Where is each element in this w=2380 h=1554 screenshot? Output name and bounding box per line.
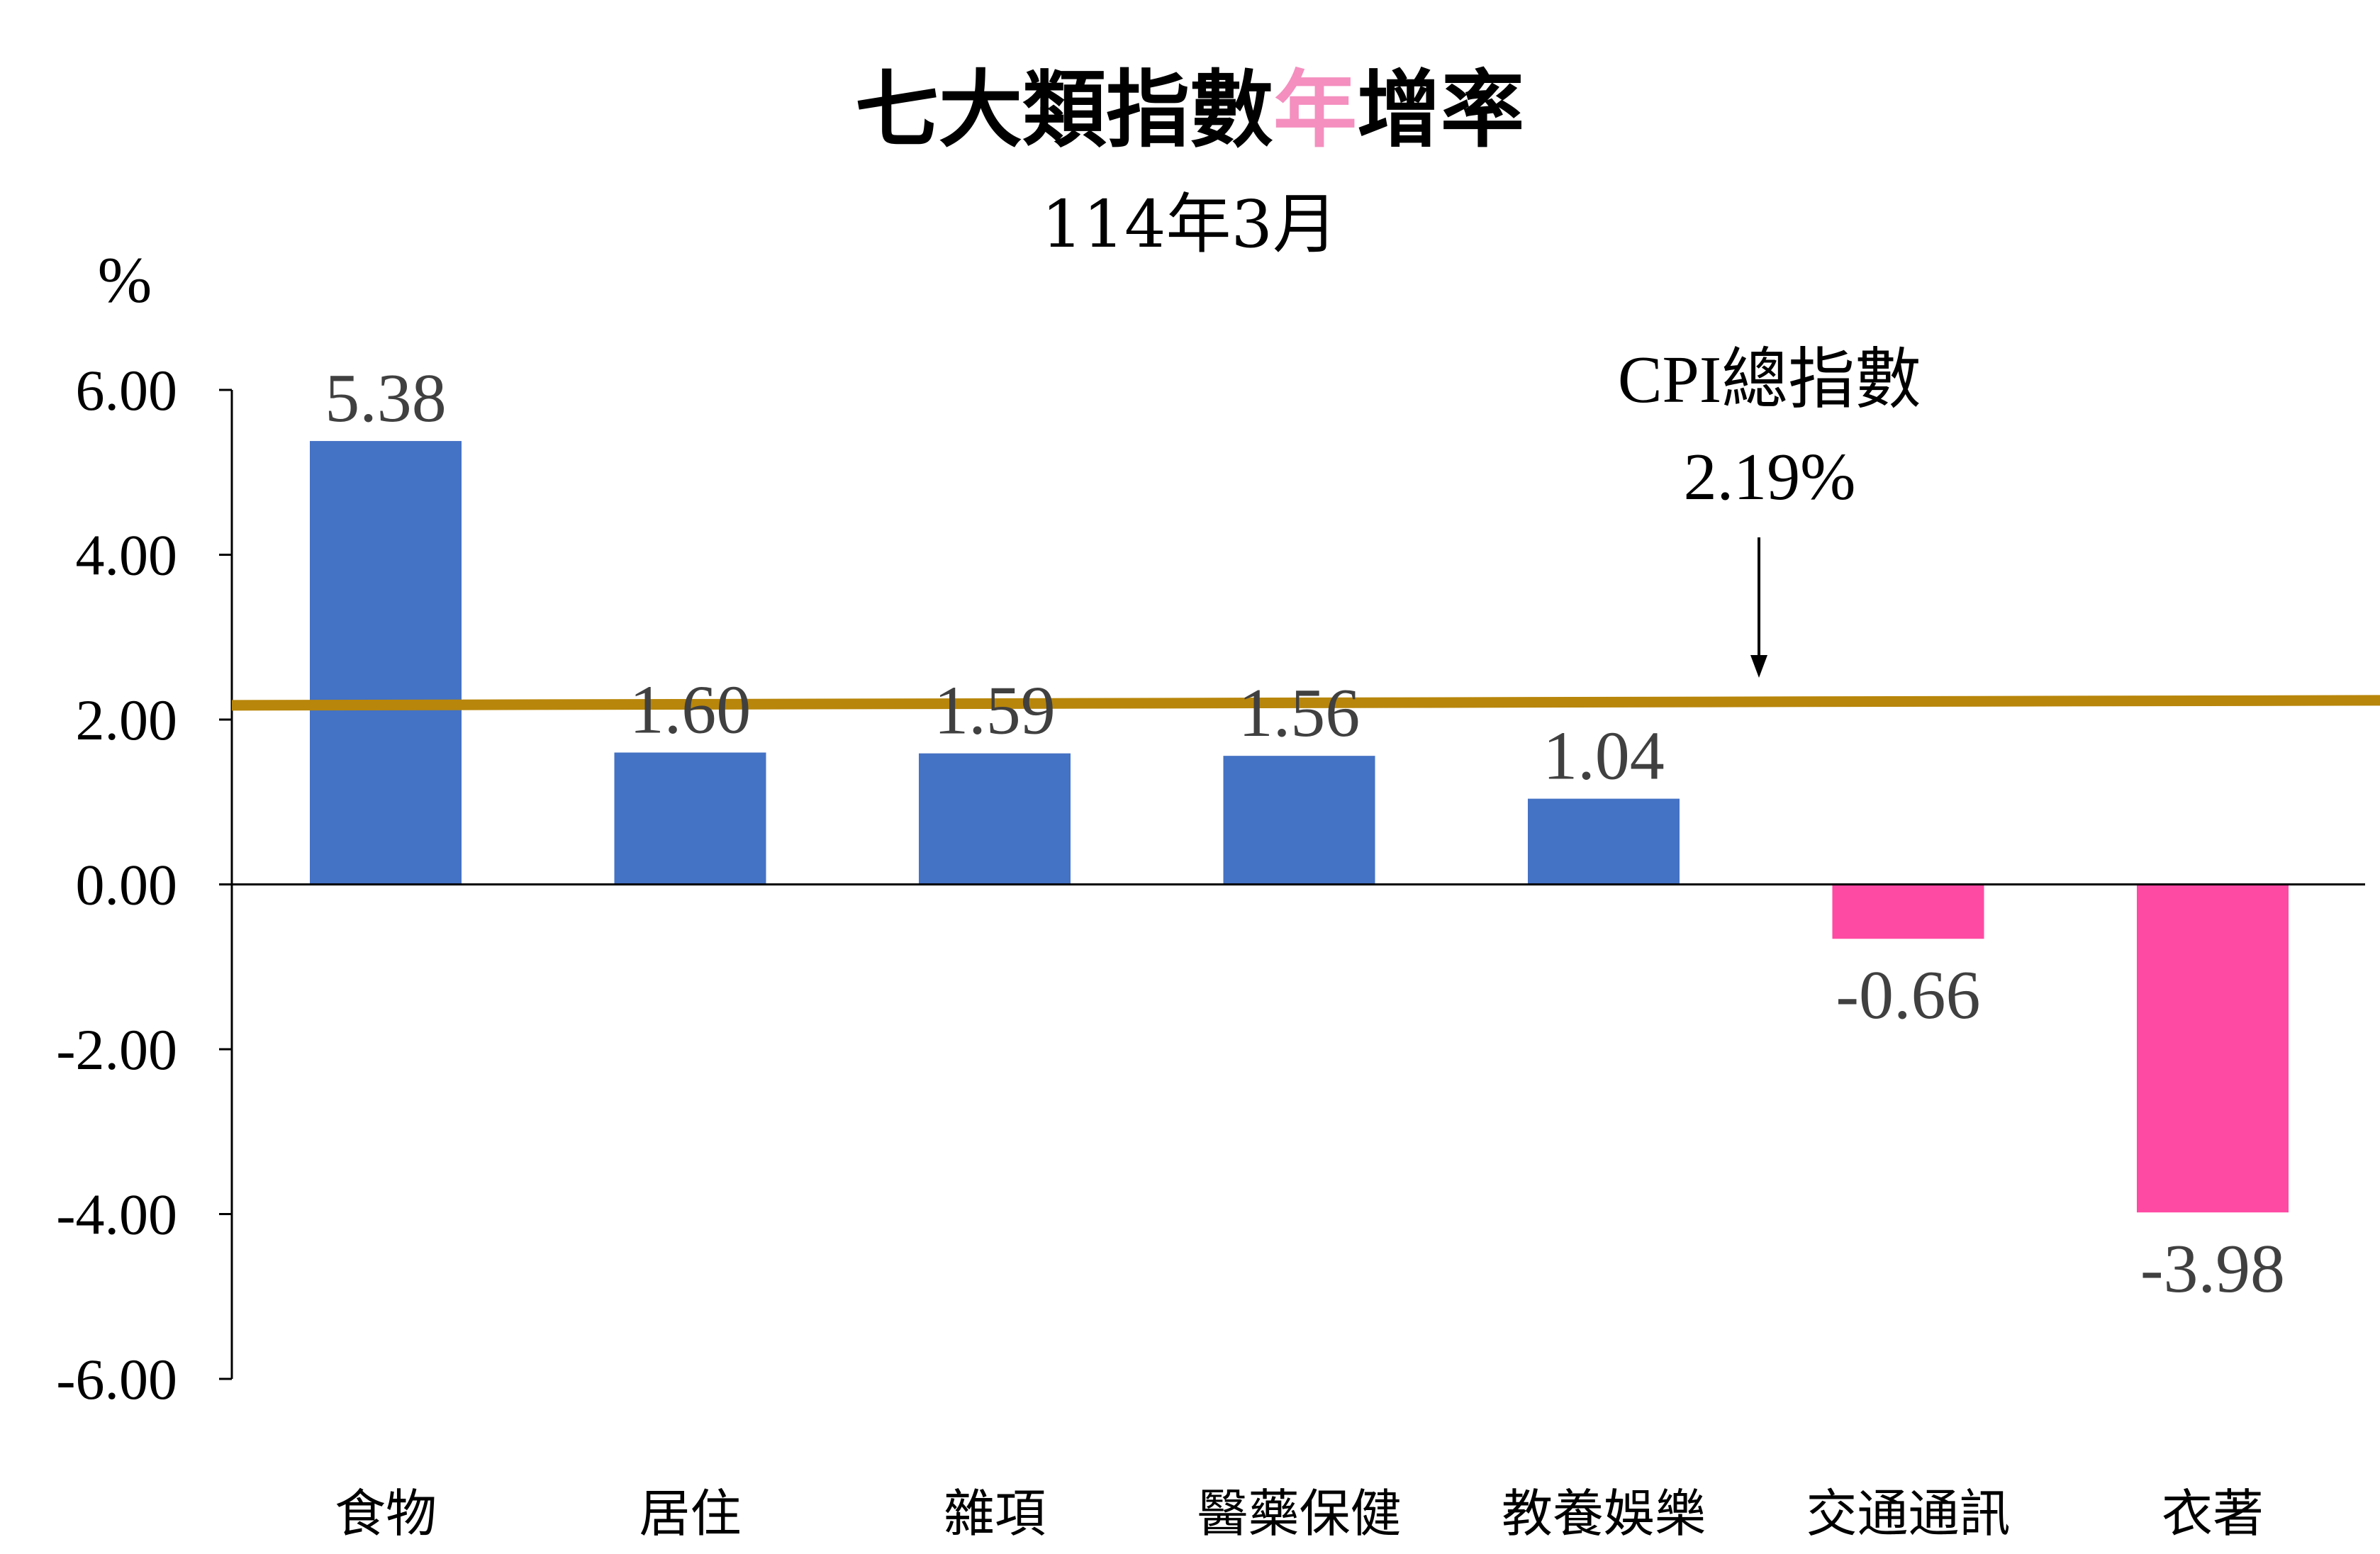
value-label-居住: 1.60 xyxy=(630,672,752,749)
cpi-reference: CPI總指數 2.19% xyxy=(231,343,2380,711)
value-label-食物: 5.38 xyxy=(325,360,447,437)
category-label-居住: 居住 xyxy=(639,1484,741,1543)
y-axis-unit-label: % xyxy=(98,244,152,316)
value-labels: 5.38 1.60 1.59 1.56 1.04 -0.66 -3.98 xyxy=(325,360,2285,1307)
y-axis: 6.00 4.00 2.00 0.00 -2.00 -4.00 -6.00 xyxy=(56,358,233,1412)
y-tick-label: 6.00 xyxy=(76,358,178,423)
chart-title-part-2: 增率 xyxy=(1357,60,1524,159)
chart-title-part-1: 七大類指數 xyxy=(855,60,1273,159)
bar-交通通訊 xyxy=(1832,884,1984,939)
bar-雜項 xyxy=(919,753,1071,885)
cpi-reference-name: CPI總指數 xyxy=(1618,343,1921,417)
value-label-教養娛樂: 1.04 xyxy=(1543,718,1665,795)
category-label-食物: 食物 xyxy=(335,1484,437,1543)
category-label-雜項: 雜項 xyxy=(944,1484,1046,1543)
bar-教養娛樂 xyxy=(1528,798,1680,885)
bar-醫藥保健 xyxy=(1223,756,1375,885)
y-tick-label: -2.00 xyxy=(56,1017,177,1082)
bar-series xyxy=(310,441,2289,1213)
cpi-reference-arrow-head xyxy=(1750,655,1767,678)
category-label-衣著: 衣著 xyxy=(2162,1484,2264,1543)
y-tick-label: 4.00 xyxy=(76,523,178,588)
y-tick-label: 2.00 xyxy=(76,688,178,752)
cpi-reference-line xyxy=(231,695,2380,711)
chart-title: 七大類指數年增率 xyxy=(855,60,1524,159)
y-tick-label: -6.00 xyxy=(56,1347,177,1412)
cpi-reference-value: 2.19% xyxy=(1684,440,1856,514)
value-label-交通通訊: -0.66 xyxy=(1836,957,1980,1034)
category-label-教養娛樂: 教養娛樂 xyxy=(1502,1484,1706,1543)
category-label-醫藥保健: 醫藥保健 xyxy=(1197,1484,1401,1543)
chart-title-highlight: 年 xyxy=(1273,60,1357,159)
bar-食物 xyxy=(310,441,462,885)
category-label-交通通訊: 交通通訊 xyxy=(1806,1484,2010,1543)
value-label-醫藥保健: 1.56 xyxy=(1239,675,1361,751)
x-axis-labels: 食物 居住 雜項 醫藥保健 教養娛樂 交通通訊 衣著 xyxy=(335,1484,2264,1543)
y-tick-label: -4.00 xyxy=(56,1183,177,1247)
y-tick-label: 0.00 xyxy=(76,853,178,917)
chart-subtitle: 114年3月 xyxy=(1041,186,1338,262)
value-label-衣著: -3.98 xyxy=(2140,1231,2285,1307)
bar-居住 xyxy=(614,752,766,885)
bar-衣著 xyxy=(2137,884,2289,1213)
value-label-雜項: 1.59 xyxy=(934,673,1056,749)
